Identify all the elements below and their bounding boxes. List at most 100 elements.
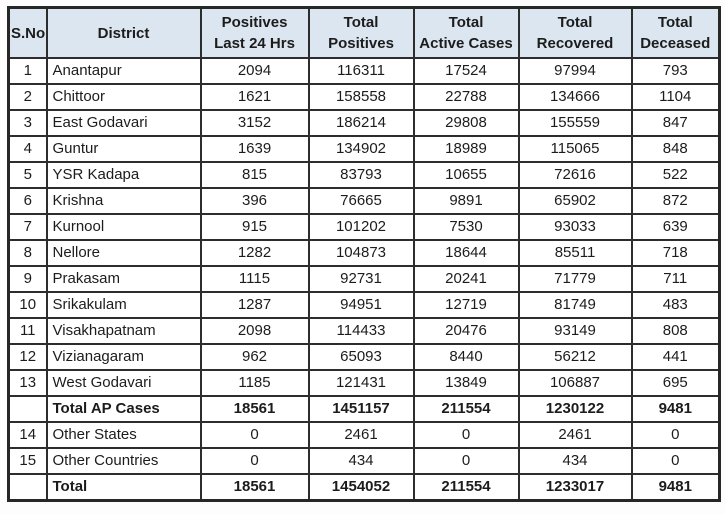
table-row: 15 Other Countries 0 434 0 434 0	[7, 447, 721, 475]
cell-positives-last-24-hrs: 0	[199, 421, 310, 449]
cell-s-no: 2	[7, 83, 48, 111]
cell-district: East Godavari	[45, 109, 202, 137]
table-row: 1 Anantapur 2094 116311 17524 97994 793	[7, 57, 721, 85]
cell-total-positives: 134902	[307, 135, 415, 163]
header-total-deceased: Total Deceased	[630, 6, 721, 59]
cell-total-active-cases: 0	[412, 421, 520, 449]
cell-total-positives: 116311	[307, 57, 415, 85]
cell-total-active-cases: 18989	[412, 135, 520, 163]
cell-total-deceased: 847	[630, 109, 721, 137]
cell-district: Visakhapatnam	[45, 317, 202, 345]
table-row: 7 Kurnool 915 101202 7530 93033 639	[7, 213, 721, 241]
cell-total-positives: 2461	[307, 421, 415, 449]
table-row: 8 Nellore 1282 104873 18644 85511 718	[7, 239, 721, 267]
cell-s-no: 10	[7, 291, 48, 319]
cell-total-active-cases: 7530	[412, 213, 520, 241]
covid-district-stats-table: S.No District Positives Last 24 Hrs Tota…	[7, 6, 721, 502]
table-row: 2 Chittoor 1621 158558 22788 134666 1104	[7, 83, 721, 111]
table-row: 6 Krishna 396 76665 9891 65902 872	[7, 187, 721, 215]
cell-s-no	[7, 395, 48, 423]
cell-total-positives: 104873	[307, 239, 415, 267]
cell-total-active-cases: 18644	[412, 239, 520, 267]
cell-total-deceased: 718	[630, 239, 721, 267]
header-sno: S.No	[7, 6, 48, 59]
cell-total-deceased: 872	[630, 187, 721, 215]
cell-total-positives: 92731	[307, 265, 415, 293]
cell-total-recovered: 72616	[517, 161, 633, 189]
cell-district: Kurnool	[45, 213, 202, 241]
table-row: 11 Visakhapatnam 2098 114433 20476 93149 808	[7, 317, 721, 345]
cell-total-positives: 101202	[307, 213, 415, 241]
cell-total-positives: 158558	[307, 83, 415, 111]
cell-s-no: 11	[7, 317, 48, 345]
cell-district: Prakasam	[45, 265, 202, 293]
cell-total-deceased: 1104	[630, 83, 721, 111]
cell-positives-last-24-hrs: 3152	[199, 109, 310, 137]
cell-s-no: 1	[7, 57, 48, 85]
cell-s-no: 14	[7, 421, 48, 449]
total-row: Total 18561 1454052 211554 1233017 9481	[7, 473, 721, 502]
cell-total-active-cases: 211554	[412, 395, 520, 423]
cell-positives-last-24-hrs: 962	[199, 343, 310, 371]
cell-positives-last-24-hrs: 1287	[199, 291, 310, 319]
cell-total-recovered: 93033	[517, 213, 633, 241]
cell-total-recovered: 56212	[517, 343, 633, 371]
cell-total-active-cases: 29808	[412, 109, 520, 137]
cell-total-recovered: 106887	[517, 369, 633, 397]
cell-district: Srikakulam	[45, 291, 202, 319]
cell-district: West Godavari	[45, 369, 202, 397]
header-row: S.No District Positives Last 24 Hrs Tota…	[7, 6, 721, 59]
cell-total-recovered: 134666	[517, 83, 633, 111]
header-total-positives: Total Positives	[307, 6, 415, 59]
cell-total-recovered: 2461	[517, 421, 633, 449]
cell-total-active-cases: 22788	[412, 83, 520, 111]
header-total-recovered: Total Recovered	[517, 6, 633, 59]
table-body: 1 Anantapur 2094 116311 17524 97994 793 2 Chitto…	[7, 57, 721, 502]
header-total-active-cases: Total Active Cases	[412, 6, 520, 59]
cell-total-recovered: 81749	[517, 291, 633, 319]
cell-positives-last-24-hrs: 2098	[199, 317, 310, 345]
cell-total-recovered: 97994	[517, 57, 633, 85]
cell-s-no: 7	[7, 213, 48, 241]
cell-total-positives: 83793	[307, 161, 415, 189]
cell-s-no: 4	[7, 135, 48, 163]
header-positives-last-24-hrs: Positives Last 24 Hrs	[199, 6, 310, 59]
cell-total-recovered: 71779	[517, 265, 633, 293]
cell-total-positives: 65093	[307, 343, 415, 371]
cell-positives-last-24-hrs: 18561	[199, 395, 310, 423]
cell-district: Other States	[45, 421, 202, 449]
cell-positives-last-24-hrs: 2094	[199, 57, 310, 85]
cell-total-recovered: 85511	[517, 239, 633, 267]
cell-total-active-cases: 13849	[412, 369, 520, 397]
cell-total-recovered: 115065	[517, 135, 633, 163]
cell-total-positives: 434	[307, 447, 415, 475]
cell-district: YSR Kadapa	[45, 161, 202, 189]
cell-total-positives: 1454052	[307, 473, 415, 502]
cell-total-recovered: 1230122	[517, 395, 633, 423]
cell-positives-last-24-hrs: 0	[199, 447, 310, 475]
cell-positives-last-24-hrs: 1639	[199, 135, 310, 163]
cell-s-no: 5	[7, 161, 48, 189]
table-header: S.No District Positives Last 24 Hrs Tota…	[7, 6, 721, 59]
table-row: 3 East Godavari 3152 186214 29808 155559 847	[7, 109, 721, 137]
cell-total-deceased: 0	[630, 421, 721, 449]
cell-s-no: 13	[7, 369, 48, 397]
cell-total-deceased: 808	[630, 317, 721, 345]
cell-total-positives: 94951	[307, 291, 415, 319]
cell-total-active-cases: 10655	[412, 161, 520, 189]
cell-district: Krishna	[45, 187, 202, 215]
cell-positives-last-24-hrs: 1185	[199, 369, 310, 397]
table-row: 12 Vizianagaram 962 65093 8440 56212 441	[7, 343, 721, 371]
cell-total-active-cases: 20241	[412, 265, 520, 293]
cell-total-deceased: 9481	[630, 473, 721, 502]
cell-district: Other Countries	[45, 447, 202, 475]
cell-total-recovered: 1233017	[517, 473, 633, 502]
cell-positives-last-24-hrs: 815	[199, 161, 310, 189]
cell-total-positives: 114433	[307, 317, 415, 345]
cell-s-no	[7, 473, 48, 502]
cell-s-no: 6	[7, 187, 48, 215]
cell-total-active-cases: 20476	[412, 317, 520, 345]
cell-total-recovered: 155559	[517, 109, 633, 137]
cell-district: Chittoor	[45, 83, 202, 111]
